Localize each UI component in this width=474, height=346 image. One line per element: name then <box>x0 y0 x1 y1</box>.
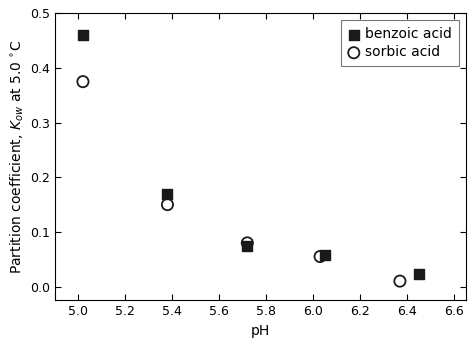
Y-axis label: Partition coefficient, $K_{ow}$ at 5.0 $^{\circ}$C: Partition coefficient, $K_{ow}$ at 5.0 $… <box>9 39 26 274</box>
sorbic acid <box>396 278 404 284</box>
sorbic acid <box>244 240 251 246</box>
sorbic acid <box>79 79 87 84</box>
benzoic acid <box>321 253 328 258</box>
benzoic acid <box>164 191 171 197</box>
benzoic acid <box>244 243 251 248</box>
benzoic acid <box>79 33 87 38</box>
benzoic acid <box>415 271 422 277</box>
X-axis label: pH: pH <box>251 324 270 338</box>
sorbic acid <box>164 202 171 207</box>
sorbic acid <box>316 254 324 259</box>
Legend: benzoic acid, sorbic acid: benzoic acid, sorbic acid <box>341 20 459 66</box>
